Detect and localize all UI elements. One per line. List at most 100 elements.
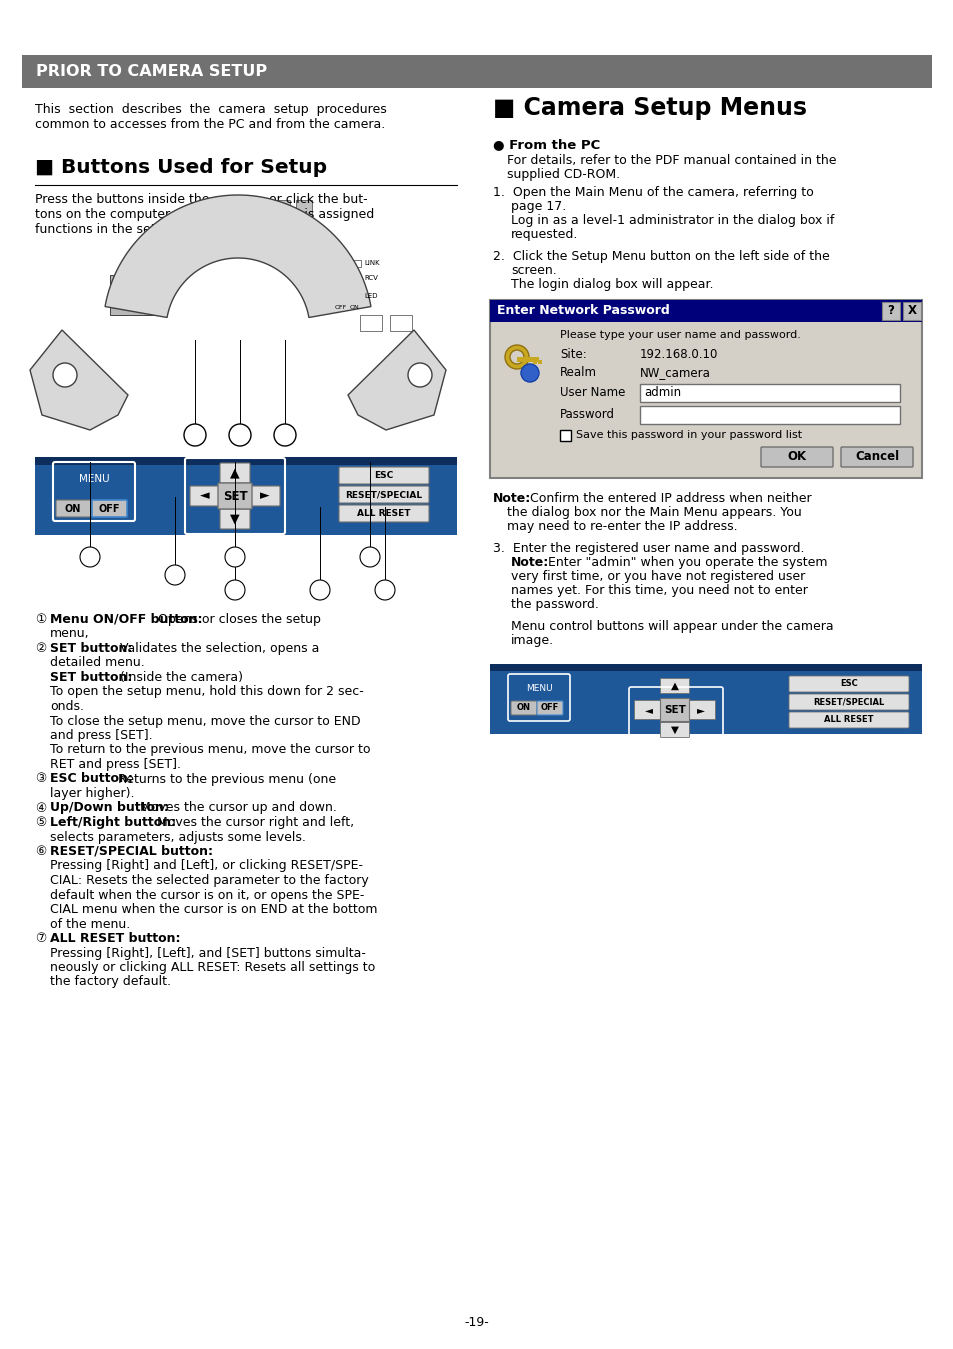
Bar [352, 260, 360, 267]
Text: The login dialog box will appear.: The login dialog box will appear. [511, 278, 713, 291]
Text: ►: ► [260, 490, 270, 502]
Bar [137, 281, 143, 308]
Text: CIAL: Resets the selected parameter to the factory: CIAL: Resets the selected parameter to t… [50, 874, 369, 888]
Bar [902, 302, 920, 320]
Text: PRIOR TO CAMERA SETUP: PRIOR TO CAMERA SETUP [36, 63, 267, 80]
FancyBboxPatch shape [190, 486, 220, 506]
Text: ◄: ◄ [644, 706, 652, 715]
Text: requested.: requested. [511, 228, 578, 241]
Text: Press the buttons inside the camera, or click the but-: Press the buttons inside the camera, or … [35, 193, 367, 206]
Polygon shape [105, 196, 371, 317]
Bar [559, 430, 571, 441]
Text: tons on the computer display. Each button is assigned: tons on the computer display. Each butto… [35, 208, 374, 221]
Text: admin: admin [643, 387, 680, 399]
Polygon shape [348, 331, 446, 430]
Text: ③: ③ [35, 773, 46, 785]
Bar [882, 302, 899, 320]
Bar [208, 200, 224, 254]
Bar [121, 281, 127, 308]
Text: Log in as a level-1 administrator in the dialog box if: Log in as a level-1 administrator in the… [511, 214, 834, 227]
Circle shape [520, 364, 538, 382]
Text: functions in the setup as follows.: functions in the setup as follows. [35, 223, 241, 236]
Text: RESET/SPECIAL button:: RESET/SPECIAL button: [50, 844, 213, 858]
Circle shape [510, 349, 523, 364]
Circle shape [184, 424, 206, 447]
Circle shape [53, 363, 77, 387]
FancyBboxPatch shape [220, 509, 250, 529]
Text: Please type your user name and password.: Please type your user name and password. [559, 331, 800, 340]
Text: ①: ① [35, 612, 46, 626]
FancyBboxPatch shape [788, 693, 908, 710]
FancyBboxPatch shape [91, 500, 127, 517]
Text: ▼: ▼ [230, 513, 239, 526]
Text: ②: ② [35, 642, 46, 656]
Text: Site:: Site: [559, 348, 586, 362]
Text: ■ Camera Setup Menus: ■ Camera Setup Menus [493, 96, 806, 120]
Text: RET and press [SET].: RET and press [SET]. [50, 758, 181, 772]
FancyBboxPatch shape [338, 486, 429, 503]
Text: SET: SET [222, 490, 247, 502]
Text: ● From the PC: ● From the PC [493, 138, 599, 151]
Bar [230, 200, 246, 254]
Text: Up/Down button:: Up/Down button: [50, 801, 169, 815]
Text: ALL RESET button:: ALL RESET button: [50, 932, 180, 946]
Text: 1: 1 [87, 552, 93, 563]
Text: ▲: ▲ [230, 467, 239, 479]
Text: screen.: screen. [511, 264, 557, 277]
Text: ⑦: ⑦ [35, 932, 46, 946]
Text: detailed menu.: detailed menu. [50, 657, 145, 669]
Bar [490, 664, 921, 670]
Text: 192.168.0.10: 192.168.0.10 [639, 348, 718, 362]
Text: onds.: onds. [50, 700, 84, 714]
Text: ►: ► [697, 706, 704, 715]
Text: 5: 5 [281, 429, 289, 441]
Text: Pressing [Right], [Left], and [SET] buttons simulta-: Pressing [Right], [Left], and [SET] butt… [50, 947, 366, 959]
Text: page 17.: page 17. [511, 200, 566, 213]
FancyBboxPatch shape [841, 447, 912, 467]
Bar [352, 275, 360, 282]
Text: Enter Network Password: Enter Network Password [497, 305, 669, 317]
Text: 3: 3 [366, 552, 374, 563]
Circle shape [375, 580, 395, 600]
Text: 3.  Enter the registered user name and password.: 3. Enter the registered user name and pa… [493, 542, 803, 554]
Text: SET button:: SET button: [50, 670, 132, 684]
Bar [533, 360, 537, 364]
Text: -19-: -19- [464, 1317, 489, 1329]
FancyBboxPatch shape [686, 700, 715, 719]
Text: the dialog box nor the Main Menu appears. You: the dialog box nor the Main Menu appears… [506, 506, 801, 519]
FancyBboxPatch shape [537, 701, 562, 715]
FancyBboxPatch shape [511, 701, 537, 715]
FancyBboxPatch shape [634, 700, 662, 719]
FancyBboxPatch shape [659, 679, 689, 693]
Bar [352, 295, 361, 304]
Text: ESC: ESC [840, 680, 857, 688]
Text: ALL RESET: ALL RESET [823, 715, 873, 724]
Text: 4: 4 [236, 429, 244, 441]
Text: ■ Buttons Used for Setup: ■ Buttons Used for Setup [35, 158, 327, 177]
Text: ⑤: ⑤ [35, 816, 46, 830]
Text: layer higher).: layer higher). [50, 786, 134, 800]
Circle shape [225, 580, 245, 600]
Text: 6: 6 [316, 585, 323, 595]
Bar [35, 457, 456, 465]
Text: LINK: LINK [364, 260, 379, 266]
FancyBboxPatch shape [250, 486, 280, 506]
Bar [129, 281, 135, 308]
Text: names yet. For this time, you need not to enter: names yet. For this time, you need not t… [511, 584, 807, 598]
Text: ⑥: ⑥ [35, 844, 46, 858]
Text: ?: ? [886, 305, 894, 317]
FancyBboxPatch shape [659, 699, 689, 722]
Bar [145, 281, 151, 308]
Bar [35, 465, 456, 536]
Text: Pressing [Right] and [Left], or clicking RESET/SPE-: Pressing [Right] and [Left], or clicking… [50, 859, 363, 873]
Text: 7: 7 [381, 585, 388, 595]
Text: For details, refer to the PDF manual contained in the: For details, refer to the PDF manual con… [506, 154, 836, 167]
Bar [517, 357, 538, 362]
Bar [295, 200, 312, 254]
Text: ON: ON [350, 305, 359, 310]
Text: supplied CD-ROM.: supplied CD-ROM. [506, 169, 619, 181]
Bar [112, 281, 119, 308]
Text: Moves the cursor right and left,: Moves the cursor right and left, [149, 816, 354, 830]
Text: neously or clicking ALL RESET: Resets all settings to: neously or clicking ALL RESET: Resets al… [50, 960, 375, 974]
Text: 1.  Open the Main Menu of the camera, referring to: 1. Open the Main Menu of the camera, ref… [493, 186, 813, 200]
